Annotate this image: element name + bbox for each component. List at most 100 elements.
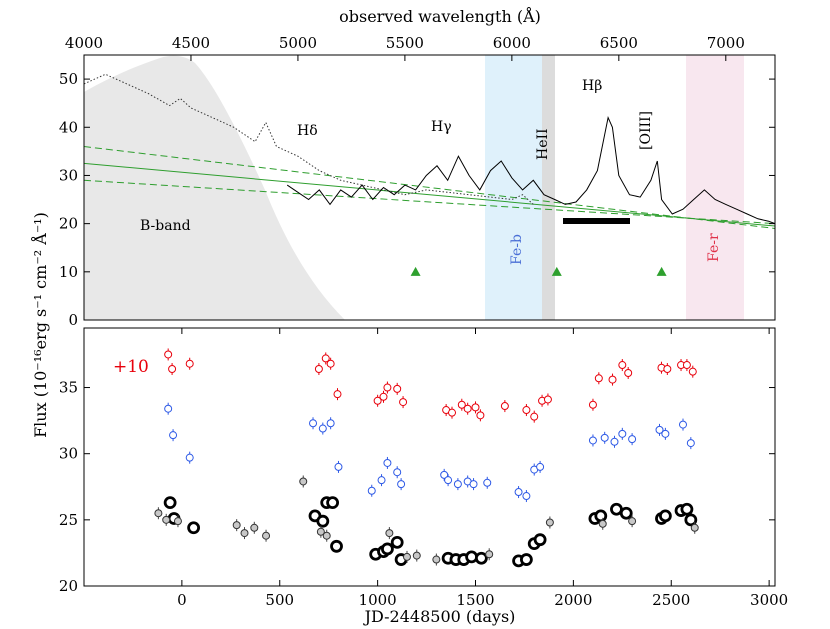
continuum-fit-1 (83, 146, 776, 229)
point-3-4 (240, 529, 249, 538)
triangle-marker-2 (656, 266, 667, 276)
bottom-ytick-label-2: 30 (59, 445, 78, 463)
point-3-16 (598, 519, 607, 528)
point-2-6 (326, 496, 340, 510)
top-ytick-label-3: 30 (59, 166, 78, 184)
bottom-frame (83, 327, 776, 587)
bottom-xtick-label-1: 500 (265, 591, 294, 609)
oiii-label: [OIII] (638, 111, 654, 150)
point-0-26 (618, 361, 627, 370)
point-1-19 (522, 492, 531, 501)
bottom-xtick-label-5: 2500 (652, 591, 690, 609)
offset-label: +10 (113, 357, 149, 377)
point-1-0 (164, 404, 173, 413)
point-3-14 (485, 550, 494, 559)
point-2-10 (381, 542, 394, 556)
point-2-17 (474, 551, 488, 565)
bottom-ytick-label-3: 35 (59, 379, 78, 397)
point-1-25 (618, 429, 627, 438)
point-0-11 (399, 398, 408, 407)
top-tick-label-5: 6500 (600, 34, 638, 52)
fe-r-label: Fe-r (706, 233, 722, 262)
point-3-11 (402, 552, 411, 561)
top-ytick-label-1: 10 (59, 263, 78, 281)
point-1-30 (686, 439, 695, 448)
point-0-31 (682, 361, 691, 370)
point-0-27 (624, 368, 633, 377)
point-2-25 (619, 506, 633, 520)
point-1-3 (309, 419, 318, 428)
point-2-0 (163, 496, 177, 510)
point-0-14 (457, 400, 466, 409)
continuum-fit-0 (83, 162, 776, 227)
point-0-32 (688, 367, 697, 376)
bottom-xtick-label-4: 2000 (554, 591, 592, 609)
point-1-5 (326, 419, 335, 428)
point-1-23 (600, 433, 609, 442)
point-0-9 (383, 383, 392, 392)
top-ytick-label-0: 0 (68, 311, 78, 329)
point-2-29 (680, 502, 694, 516)
point-1-6 (334, 462, 343, 471)
point-3-2 (173, 517, 182, 526)
point-3-7 (299, 477, 308, 486)
point-0-22 (543, 395, 552, 404)
bottom-panel: 0 500 1000 1500 2000 2500 3000 20 25 30 35 +10 JD-… (59, 327, 788, 626)
point-3-15 (545, 518, 554, 527)
point-3-10 (385, 529, 394, 538)
point-0-8 (379, 392, 388, 401)
y-axis-title: Flux (10⁻¹⁶erg s⁻¹ cm⁻² Å⁻¹) (30, 212, 50, 438)
point-2-16 (465, 550, 478, 564)
point-0-25 (608, 375, 617, 384)
point-2-11 (390, 535, 404, 549)
point-0-1 (168, 365, 177, 374)
bottom-x-axis-title: JD-2448500 (days) (363, 607, 516, 626)
bottom-ticks: 0 500 1000 1500 2000 2500 3000 20 25 30 35 (59, 328, 788, 609)
point-0-15 (463, 404, 472, 413)
point-1-21 (536, 462, 545, 471)
triangle-marker-1 (551, 266, 562, 276)
point-1-24 (610, 437, 619, 446)
black-bar (563, 218, 630, 224)
bottom-ytick-label-1: 25 (59, 511, 78, 529)
b-band-curve (84, 55, 345, 320)
spectrum-line (286, 115, 776, 225)
point-3-12 (412, 551, 421, 560)
point-1-17 (483, 478, 492, 487)
point-1-14 (453, 480, 462, 489)
point-0-24 (594, 374, 603, 383)
point-2-23 (594, 509, 608, 523)
point-1-28 (661, 429, 670, 438)
point-0-18 (500, 402, 509, 411)
heii-label: HeII (535, 128, 551, 160)
bottom-xtick-label-3: 1500 (456, 591, 494, 609)
point-3-9 (322, 531, 331, 540)
point-0-16 (471, 403, 480, 412)
point-3-6 (262, 531, 271, 540)
point-1-2 (185, 453, 194, 462)
point-0-20 (530, 412, 539, 421)
top-ytick-label-2: 20 (59, 215, 78, 233)
top-tick-label-6: 7000 (707, 34, 745, 52)
point-3-5 (250, 523, 259, 532)
bottom-xtick-label-6: 3000 (750, 591, 788, 609)
top-tick-label-3: 5500 (386, 34, 424, 52)
point-0-10 (393, 384, 402, 393)
fe-r-band (686, 55, 744, 320)
point-1-9 (383, 458, 392, 467)
point-2-4 (316, 514, 330, 528)
point-1-27 (655, 425, 664, 434)
point-1-29 (678, 420, 687, 429)
point-0-2 (185, 359, 194, 368)
point-0-23 (588, 400, 597, 409)
fe-b-band (485, 55, 542, 320)
point-1-1 (169, 431, 178, 440)
point-1-8 (377, 476, 386, 485)
h-beta-label: Hβ (582, 78, 602, 94)
point-0-29 (663, 365, 672, 374)
point-1-10 (393, 468, 402, 477)
top-ticks: 4000 4500 5000 5500 6000 6500 7000 0 10 20 30 40 50 (59, 34, 775, 329)
top-panel: B-band Hδ Hγ HeII Hβ [OIII] Fe-b Fe-r ob… (59, 6, 776, 329)
point-1-16 (469, 480, 478, 489)
bottom-plot-area (154, 348, 699, 568)
